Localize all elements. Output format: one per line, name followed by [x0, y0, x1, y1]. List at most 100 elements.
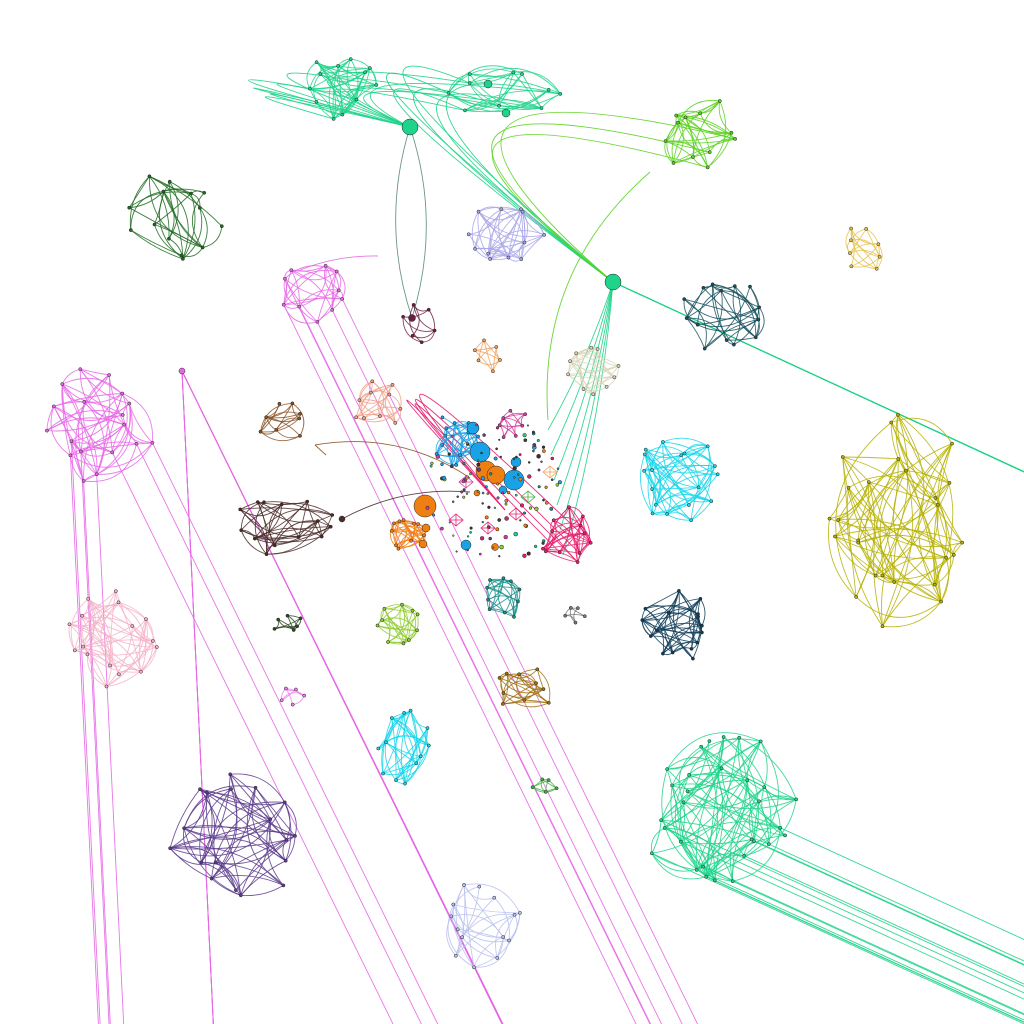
node [753, 335, 758, 340]
node [683, 115, 688, 120]
edge [499, 677, 544, 694]
edge [645, 590, 680, 610]
edge [651, 852, 697, 871]
node [60, 382, 65, 386]
scatter-node [523, 438, 528, 443]
node [854, 595, 858, 599]
edge [61, 384, 71, 456]
node [642, 468, 646, 473]
edge [502, 417, 509, 438]
node [418, 754, 423, 759]
edge [510, 581, 519, 618]
edge [128, 176, 150, 208]
edge [130, 191, 164, 231]
scatter-node [544, 500, 549, 505]
edge [704, 319, 759, 349]
edge [80, 451, 97, 475]
node [665, 512, 669, 516]
edge [695, 768, 722, 870]
node [846, 485, 851, 490]
edge [851, 243, 879, 267]
edge [306, 61, 317, 89]
scatter-node [555, 483, 560, 487]
edge [80, 368, 110, 376]
edge [729, 786, 765, 882]
edge [169, 792, 208, 849]
scatter-node [432, 513, 436, 517]
node [443, 433, 448, 438]
inter-cluster-edge [612, 281, 1024, 1015]
edge [254, 536, 299, 540]
edge [685, 100, 721, 118]
node [370, 379, 375, 384]
node [756, 317, 761, 322]
scatter-node [484, 515, 489, 520]
edge [87, 598, 113, 687]
node [323, 263, 328, 268]
scatter-node [440, 462, 444, 467]
edge [284, 265, 337, 280]
edge [674, 774, 690, 842]
node [264, 415, 269, 420]
scatter-node [452, 534, 455, 537]
node [709, 499, 714, 504]
edge [338, 65, 370, 69]
node [698, 596, 703, 601]
node [701, 864, 705, 869]
cluster-gray-small-edges [564, 607, 586, 623]
edge [384, 604, 413, 612]
edge [688, 737, 740, 776]
node [81, 479, 86, 483]
scatter-node [519, 519, 522, 522]
edge [83, 403, 131, 482]
edge [320, 71, 366, 82]
node [389, 716, 394, 720]
edge [240, 819, 271, 896]
edge [684, 453, 718, 475]
node [467, 81, 472, 85]
node [398, 406, 403, 411]
edge [684, 298, 759, 321]
node [110, 450, 115, 455]
edge [229, 774, 287, 841]
scatter-node [435, 454, 440, 459]
edge [700, 598, 706, 626]
edge [855, 443, 953, 598]
node [642, 452, 647, 457]
edge [660, 779, 748, 821]
edge [553, 516, 581, 526]
edge [448, 92, 561, 110]
node [866, 480, 871, 484]
edge [673, 132, 732, 164]
edge [111, 393, 128, 453]
edge [700, 100, 721, 114]
edge [130, 229, 184, 260]
edge [651, 445, 708, 490]
inter-cluster-edge [181, 278, 651, 1024]
edge [445, 422, 470, 437]
edge [239, 503, 283, 517]
inter-cluster-edge [111, 370, 503, 1024]
edge [837, 470, 906, 521]
edge [668, 590, 680, 614]
node [409, 538, 413, 543]
node [476, 358, 481, 363]
node [495, 956, 500, 960]
edge [651, 780, 748, 854]
edge [283, 265, 326, 305]
edge [80, 441, 137, 452]
node [416, 522, 421, 526]
edge [463, 884, 495, 900]
node [877, 254, 882, 259]
node [516, 599, 520, 604]
edge [309, 65, 339, 89]
edge [80, 368, 123, 394]
edge [849, 252, 877, 270]
node [733, 137, 737, 141]
edge [469, 72, 514, 84]
node [340, 297, 345, 301]
edge [696, 780, 748, 871]
edge [666, 757, 722, 770]
edge [215, 839, 287, 865]
edge [140, 640, 154, 673]
